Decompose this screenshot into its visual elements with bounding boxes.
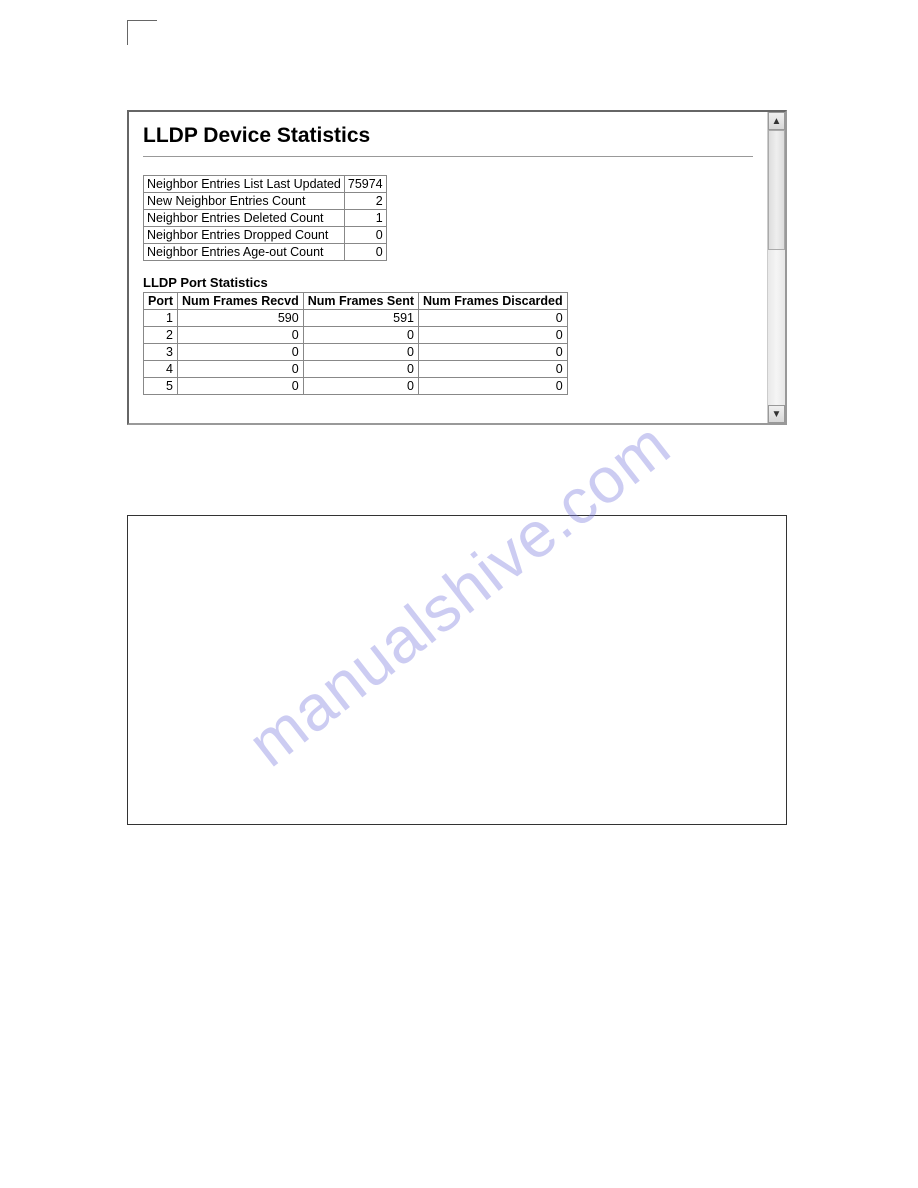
cell: 0 xyxy=(419,378,568,395)
cell: 3 xyxy=(144,344,178,361)
table-row: 2 0 0 0 xyxy=(144,327,568,344)
table-row: Neighbor Entries Age-out Count 0 xyxy=(144,244,387,261)
table-row: 4 0 0 0 xyxy=(144,361,568,378)
table-row: 1 590 591 0 xyxy=(144,310,568,327)
cell: 0 xyxy=(303,344,418,361)
panel-content: LLDP Device Statistics Neighbor Entries … xyxy=(129,112,767,423)
scroll-up-button[interactable]: ▲ xyxy=(768,112,785,130)
table-row: Neighbor Entries Deleted Count 1 xyxy=(144,210,387,227)
col-header: Num Frames Recvd xyxy=(178,293,304,310)
scroll-down-button[interactable]: ▼ xyxy=(768,405,785,423)
table-row: Neighbor Entries List Last Updated 75974 xyxy=(144,176,387,193)
summary-label: Neighbor Entries Deleted Count xyxy=(144,210,345,227)
cell: 0 xyxy=(303,378,418,395)
table-row: Neighbor Entries Dropped Count 0 xyxy=(144,227,387,244)
cell: 0 xyxy=(419,344,568,361)
summary-value: 1 xyxy=(344,210,386,227)
cell: 0 xyxy=(303,327,418,344)
corner-mark xyxy=(127,20,157,45)
summary-label: Neighbor Entries List Last Updated xyxy=(144,176,345,193)
summary-value: 0 xyxy=(344,244,386,261)
ports-head: Port Num Frames Recvd Num Frames Sent Nu… xyxy=(144,293,568,310)
vertical-scrollbar[interactable]: ▲ ▼ xyxy=(767,112,785,423)
cell: 2 xyxy=(144,327,178,344)
empty-box xyxy=(127,515,787,825)
summary-value: 2 xyxy=(344,193,386,210)
col-header: Num Frames Discarded xyxy=(419,293,568,310)
col-header: Num Frames Sent xyxy=(303,293,418,310)
summary-table: Neighbor Entries List Last Updated 75974… xyxy=(143,175,387,261)
cell: 0 xyxy=(419,310,568,327)
summary-label: Neighbor Entries Age-out Count xyxy=(144,244,345,261)
page-title: LLDP Device Statistics xyxy=(143,124,753,148)
summary-value: 75974 xyxy=(344,176,386,193)
cell: 590 xyxy=(178,310,304,327)
cell: 4 xyxy=(144,361,178,378)
chevron-down-icon: ▼ xyxy=(772,409,782,420)
cell: 0 xyxy=(419,361,568,378)
cell: 5 xyxy=(144,378,178,395)
table-row: 3 0 0 0 xyxy=(144,344,568,361)
col-header: Port xyxy=(144,293,178,310)
cell: 1 xyxy=(144,310,178,327)
cell: 0 xyxy=(178,327,304,344)
cell: 0 xyxy=(178,361,304,378)
chevron-up-icon: ▲ xyxy=(772,116,782,127)
cell: 0 xyxy=(178,344,304,361)
cell: 0 xyxy=(419,327,568,344)
summary-body: Neighbor Entries List Last Updated 75974… xyxy=(144,176,387,261)
stats-panel: LLDP Device Statistics Neighbor Entries … xyxy=(127,110,787,425)
table-row: New Neighbor Entries Count 2 xyxy=(144,193,387,210)
cell: 0 xyxy=(178,378,304,395)
scroll-thumb[interactable] xyxy=(768,130,785,250)
title-divider xyxy=(143,156,753,157)
ports-heading: LLDP Port Statistics xyxy=(143,275,753,290)
summary-value: 0 xyxy=(344,227,386,244)
cell: 591 xyxy=(303,310,418,327)
table-row: 5 0 0 0 xyxy=(144,378,568,395)
summary-label: Neighbor Entries Dropped Count xyxy=(144,227,345,244)
ports-body: 1 590 591 0 2 0 0 0 3 0 0 0 xyxy=(144,310,568,395)
table-header-row: Port Num Frames Recvd Num Frames Sent Nu… xyxy=(144,293,568,310)
summary-label: New Neighbor Entries Count xyxy=(144,193,345,210)
cell: 0 xyxy=(303,361,418,378)
ports-table: Port Num Frames Recvd Num Frames Sent Nu… xyxy=(143,292,568,395)
